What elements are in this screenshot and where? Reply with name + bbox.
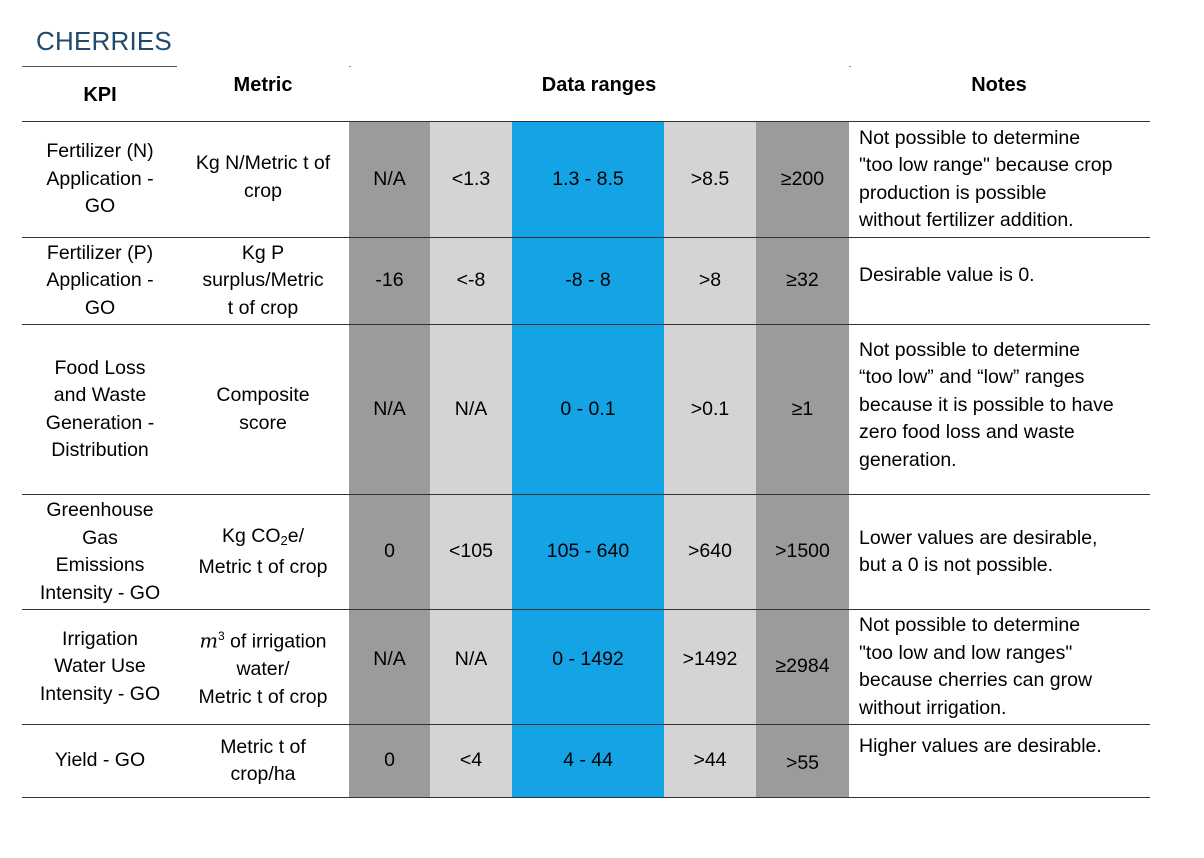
kpi-cell: Yield - GO <box>54 749 146 772</box>
range-too-high: ≥2984 <box>775 655 830 678</box>
rule <box>22 609 1150 610</box>
notes-cell: Not possible to determine "too low and lo… <box>859 614 1093 719</box>
range-too-high: ≥200 <box>780 167 825 190</box>
range-too-high: >55 <box>785 752 820 775</box>
range-high: >44 <box>693 749 727 772</box>
range-desirable: -8 - 8 <box>565 269 611 292</box>
range-too-low: N/A <box>373 648 406 671</box>
rule <box>22 494 1150 495</box>
rule <box>22 121 1150 122</box>
range-high: >0.1 <box>690 397 730 420</box>
header-notes: Notes <box>971 74 1027 96</box>
table-row: Fertilizer (N) Application - GO Kg N/Metri… <box>22 122 1150 237</box>
range-too-low: -16 <box>375 269 404 292</box>
range-too-low: 0 <box>384 540 395 563</box>
metric-cell: Metric t of crop/ha <box>220 735 306 786</box>
range-too-high: >1500 <box>775 540 830 563</box>
kpi-cell: Fertilizer (P) Application - GO <box>46 241 154 319</box>
header-kpi: KPI <box>83 84 117 106</box>
range-desirable: 0 - 0.1 <box>560 397 616 420</box>
kpi-cell: Greenhouse Gas Emissions Intensity - GO <box>39 499 161 604</box>
range-desirable: 4 - 44 <box>563 749 613 772</box>
page-title: CHERRIES <box>36 26 172 56</box>
title-underline <box>22 66 177 67</box>
range-high: >8 <box>698 269 722 292</box>
header-data-ranges: Data ranges <box>541 74 657 96</box>
range-desirable: 105 - 640 <box>546 540 630 563</box>
range-low: N/A <box>454 397 488 420</box>
range-low: <105 <box>449 540 493 563</box>
notes-cell: Desirable value is 0. <box>859 264 1035 287</box>
range-low: <-8 <box>456 269 486 292</box>
notes-cell: Lower values are desirable, but a 0 is no… <box>859 526 1098 577</box>
range-high: >640 <box>688 540 732 563</box>
range-low: N/A <box>454 648 488 671</box>
band-high <box>664 122 756 797</box>
rule <box>22 724 1150 725</box>
range-desirable: 0 - 1492 <box>552 648 624 671</box>
metric-cell: Kg N/Metric t of crop <box>195 152 331 202</box>
table-row: Yield - GO Metric t of crop/ha 0 <4 4 - 4… <box>22 725 1150 797</box>
kpi-cell: Food Loss and Waste Generation - Distributi… <box>45 356 155 462</box>
range-too-low: N/A <box>373 397 406 420</box>
notes-cell: Higher values are desirable. <box>859 735 1102 757</box>
range-high: >1492 <box>682 648 738 671</box>
band-low <box>430 122 512 797</box>
band-desirable <box>512 122 664 797</box>
metric-cell: Kg CO2e/Metric t of crop <box>198 524 328 579</box>
table-row: Food Loss and Waste Generation - Distributi… <box>22 325 1150 494</box>
table-row: Greenhouse Gas Emissions Intensity - GO Kg … <box>22 495 1150 609</box>
notes-cell: Not possible to determine "too low range"… <box>859 126 1113 232</box>
table-row: Irrigation Water Use Intensity - GO m3 of … <box>22 610 1150 724</box>
range-too-low: N/A <box>373 167 406 190</box>
header-metric: Metric <box>233 74 293 96</box>
header-tick <box>349 66 351 67</box>
range-desirable: 1.3 - 8.5 <box>552 167 624 190</box>
range-high: >8.5 <box>690 167 730 190</box>
band-too-low <box>349 122 430 797</box>
notes-cell: Not possible to determine “too low” and “… <box>859 338 1114 471</box>
range-low: <1.3 <box>451 167 491 190</box>
range-too-low: 0 <box>384 749 395 772</box>
kpi-cell: Irrigation Water Use Intensity - GO <box>39 627 161 705</box>
rule <box>22 797 1150 798</box>
range-too-high: ≥32 <box>786 269 819 292</box>
range-low: <4 <box>459 749 483 772</box>
range-too-high: ≥1 <box>791 397 814 420</box>
header-tick <box>849 66 851 67</box>
metric-cell: Composite score <box>216 384 310 434</box>
band-too-high <box>756 122 849 797</box>
kpi-cell: Fertilizer (N) Application - GO <box>46 140 154 218</box>
rule <box>22 324 1150 325</box>
metric-cell: m3 of irrigation water/Metric t of crop <box>198 629 328 708</box>
rule <box>22 237 1150 238</box>
